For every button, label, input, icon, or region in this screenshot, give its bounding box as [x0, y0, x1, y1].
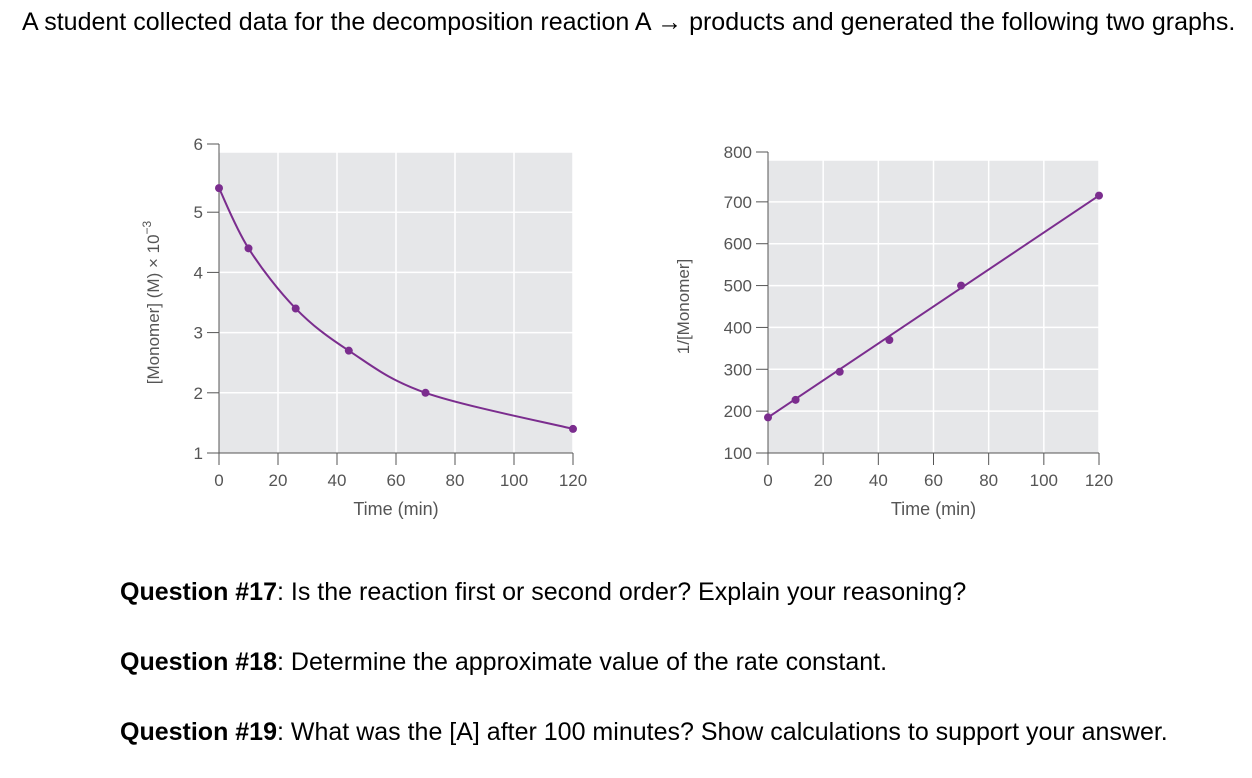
- question-19-text: What was the [A] after 100 minutes? Show…: [283, 718, 1168, 746]
- question-19-label: Question #19: [120, 718, 277, 746]
- question-18-text: Determine the approximate value of the r…: [283, 648, 888, 676]
- x-tick-label: 0: [763, 471, 772, 490]
- chart-svg: 100 200 300 400 500 600 700 800 0 20 40 60 80 100 120 T…: [674, 143, 1113, 519]
- y-tick-label: 200: [724, 402, 752, 421]
- data-point: [835, 367, 844, 376]
- x-tick-label: 0: [214, 471, 223, 490]
- question-17-separator: :: [277, 578, 284, 606]
- question-17-label: Question #17: [120, 578, 277, 606]
- y-axis-title: 1/[Monomer]: [674, 259, 693, 354]
- x-tick-label: 120: [1085, 471, 1113, 490]
- x-axis-title: Time (min): [891, 499, 976, 519]
- y-tick-label: 600: [724, 235, 752, 254]
- x-tick-label: 40: [328, 471, 347, 490]
- question-18-separator: :: [277, 648, 284, 676]
- x-tick-label: 40: [869, 471, 888, 490]
- x-tick-label: 100: [500, 471, 528, 490]
- x-tick-label: 120: [559, 471, 587, 490]
- y-tick-label: 2: [194, 384, 203, 403]
- data-point: [957, 281, 966, 290]
- data-point: [1095, 191, 1103, 200]
- concentration-vs-time-chart: 1 2 3 4 5 6 0 20 40 60 80 100 120 Time (min) [Monomer]…: [135, 125, 605, 530]
- y-tick-label: 100: [724, 444, 752, 463]
- question-19-separator: :: [277, 718, 284, 746]
- y-tick-label: 700: [724, 193, 752, 212]
- inverse-concentration-vs-time-chart: 100 200 300 400 500 600 700 800 0 20 40 60 80 100 120 T…: [668, 125, 1138, 530]
- question-18-label: Question #18: [120, 648, 277, 676]
- x-axis-title: Time (min): [353, 499, 438, 519]
- y-tick-label: 5: [194, 203, 203, 222]
- data-point: [244, 244, 253, 253]
- y-tick-label: 6: [194, 135, 203, 154]
- y-axis-title: [Monomer] (M) × 10−3: [140, 220, 163, 384]
- y-axis-title-exponent: −3: [140, 220, 154, 234]
- y-axis-title-main: [Monomer] (M) × 10: [144, 234, 163, 384]
- y-tick-label: 400: [724, 318, 752, 337]
- y-tick-label: 500: [724, 277, 752, 296]
- y-axis-title-main: 1/[Monomer]: [674, 259, 693, 354]
- question-17-text: Is the reaction first or second order? E…: [283, 578, 967, 606]
- data-point: [885, 335, 894, 344]
- x-tick-label: 80: [979, 471, 998, 490]
- question-18: Question #18: Determine the approximate …: [120, 648, 887, 677]
- question-17: Question #17: Is the reaction first or s…: [120, 578, 966, 607]
- x-tick-label: 100: [1030, 471, 1058, 490]
- data-point: [421, 388, 430, 397]
- y-tick-label: 300: [724, 360, 752, 379]
- x-tick-label: 20: [269, 471, 288, 490]
- data-point: [791, 395, 800, 404]
- y-tick-label: 4: [194, 263, 203, 282]
- x-tick-label: 60: [387, 471, 406, 490]
- data-point: [215, 184, 223, 193]
- x-tick-label: 20: [814, 471, 833, 490]
- y-tick-label: 1: [194, 444, 203, 463]
- x-tick-label: 60: [924, 471, 943, 490]
- y-tick-label: 800: [724, 143, 752, 162]
- data-point: [764, 413, 772, 422]
- question-19: Question #19: What was the [A] after 100…: [120, 718, 1168, 747]
- data-point: [291, 304, 300, 313]
- data-point: [344, 346, 353, 355]
- y-tick-label: 3: [194, 324, 203, 343]
- data-point: [569, 424, 577, 433]
- x-tick-label: 80: [446, 471, 465, 490]
- intro-text: A student collected data for the decompo…: [22, 8, 1236, 36]
- series-line: [767, 194, 1100, 419]
